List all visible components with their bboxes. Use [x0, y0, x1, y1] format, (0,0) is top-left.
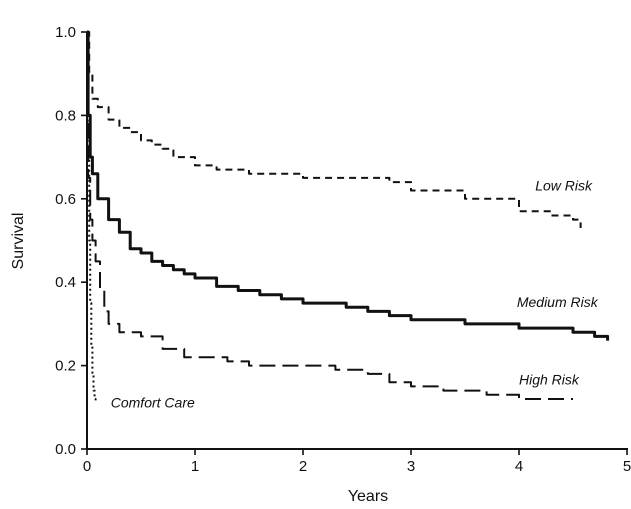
y-tick-label: 0.8 [55, 107, 76, 124]
series-label-high-risk: High Risk [519, 371, 580, 387]
y-tick-label: 0.6 [55, 191, 76, 208]
series-labels: Low Risk Medium Risk High Risk Comfort Care [111, 177, 599, 410]
x-tick-label: 1 [191, 458, 199, 475]
y-tick-label: 0.4 [55, 274, 76, 291]
series-label-low-risk: Low Risk [535, 177, 593, 193]
series-label-comfort-care: Comfort Care [111, 394, 195, 410]
x-tick-label: 0 [83, 458, 91, 475]
ticks: 0 1 2 3 4 5 0.0 0.2 0.4 0.6 0.8 1.0 [55, 24, 631, 475]
x-tick-label: 3 [407, 458, 415, 475]
y-axis-title: Survival [10, 213, 27, 270]
x-tick-label: 4 [515, 458, 523, 475]
y-tick-label: 1.0 [55, 24, 76, 41]
y-tick-label: 0.2 [55, 358, 76, 375]
x-tick-label: 2 [299, 458, 307, 475]
x-axis-title: Years [348, 488, 388, 505]
y-tick-label: 0.0 [55, 441, 76, 458]
series-line-high-risk [87, 31, 573, 400]
series-label-medium-risk: Medium Risk [517, 294, 599, 310]
series-line-medium-risk [86, 30, 610, 341]
series-line-low-risk [87, 31, 582, 228]
series-line-comfort-care [87, 31, 97, 404]
x-tick-label: 5 [623, 458, 631, 475]
series-lines [86, 30, 610, 404]
